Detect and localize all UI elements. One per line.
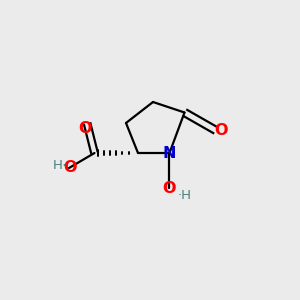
Text: H: H [53,159,62,172]
Text: O: O [163,181,176,196]
Text: O: O [64,160,77,175]
Text: ·: · [61,159,66,174]
Text: N: N [163,146,176,161]
Text: O: O [214,123,227,138]
Text: ·H: ·H [178,189,192,203]
Text: O: O [79,121,92,136]
